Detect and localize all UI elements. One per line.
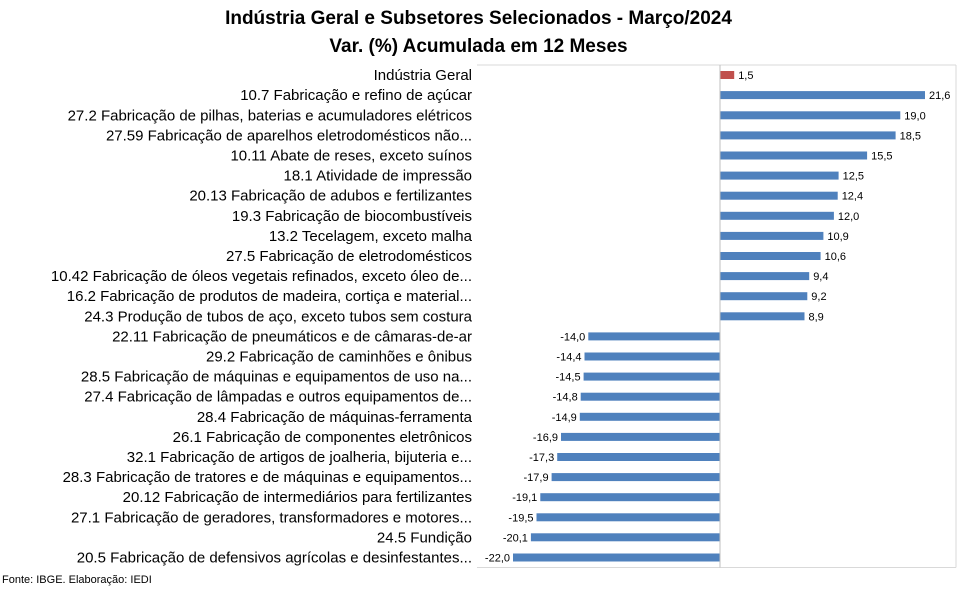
bar bbox=[720, 91, 925, 100]
chart-subtitle: Var. (%) Acumulada em 12 Meses bbox=[329, 36, 628, 57]
bar bbox=[530, 533, 720, 542]
data-label: 8,9 bbox=[809, 311, 824, 323]
bar bbox=[513, 553, 720, 562]
bar bbox=[720, 272, 810, 281]
data-label: 12,0 bbox=[838, 211, 859, 223]
category-label: 24.5 Fundição bbox=[377, 529, 472, 546]
bar bbox=[551, 473, 720, 482]
bar bbox=[720, 312, 805, 321]
category-label: 20.5 Fabricação de defensivos agrícolas … bbox=[77, 550, 472, 567]
bar bbox=[536, 513, 720, 522]
data-label: 18,5 bbox=[900, 130, 921, 142]
bar bbox=[720, 231, 824, 240]
bar bbox=[720, 292, 808, 301]
bar bbox=[720, 191, 838, 200]
category-label: 20.12 Fabricação de intermediários para … bbox=[123, 489, 472, 506]
data-label: -19,5 bbox=[508, 512, 533, 524]
category-label: 26.1 Fabricação de componentes eletrônic… bbox=[173, 429, 472, 446]
bar bbox=[583, 372, 720, 381]
bar bbox=[720, 71, 735, 79]
data-label: 10,6 bbox=[825, 251, 846, 263]
category-label: 24.3 Produção de tubos de aço, exceto tu… bbox=[84, 308, 472, 325]
source-note: Fonte: IBGE. Elaboração: IEDI bbox=[2, 574, 152, 586]
category-label: 27.59 Fabricação de aparelhos eletrodomé… bbox=[106, 127, 472, 144]
bar bbox=[588, 332, 720, 341]
bar bbox=[557, 453, 720, 461]
category-label: 10.42 Fabricação de óleos vegetais refin… bbox=[51, 268, 472, 285]
data-label: -14,5 bbox=[556, 372, 581, 384]
category-label: 19.3 Fabricação de biocombustíveis bbox=[232, 208, 472, 225]
category-label: 32.1 Fabricação de artigos de joalheria,… bbox=[127, 449, 472, 466]
data-label: -14,0 bbox=[560, 331, 585, 343]
data-label: -16,9 bbox=[533, 432, 558, 444]
bar bbox=[580, 392, 720, 401]
chart-title: Indústria Geral e Subsetores Selecionado… bbox=[225, 8, 732, 29]
bar bbox=[720, 151, 868, 160]
data-label: -17,3 bbox=[529, 452, 554, 464]
bar bbox=[561, 432, 720, 441]
bar bbox=[579, 412, 720, 421]
category-label: 28.3 Fabricação de tratores e de máquina… bbox=[63, 469, 472, 486]
category-label: 27.1 Fabricação de geradores, transforma… bbox=[71, 509, 472, 526]
category-label: 27.5 Fabricação de eletrodomésticos bbox=[226, 248, 472, 265]
bar bbox=[584, 352, 720, 361]
category-label: 22.11 Fabricação de pneumáticos e de câm… bbox=[112, 328, 472, 345]
category-label: Indústria Geral bbox=[374, 67, 472, 84]
category-label: 18.1 Atividade de impressão bbox=[284, 168, 472, 185]
category-label: 27.4 Fabricação de lâmpadas e outros equ… bbox=[84, 389, 472, 406]
data-label: 9,2 bbox=[811, 291, 826, 303]
bar bbox=[540, 493, 720, 502]
data-label: -14,4 bbox=[556, 352, 581, 364]
data-label: 12,4 bbox=[842, 191, 863, 203]
data-label: -22,0 bbox=[485, 553, 510, 565]
data-label: -20,1 bbox=[503, 532, 528, 544]
data-label: -14,9 bbox=[552, 412, 577, 424]
data-label: -17,9 bbox=[524, 472, 549, 484]
data-label: 12,5 bbox=[843, 171, 864, 183]
data-label: -19,1 bbox=[512, 492, 537, 504]
category-label: 13.2 Tecelagem, exceto malha bbox=[269, 228, 473, 245]
category-label: 20.13 Fabricação de adubos e fertilizant… bbox=[189, 188, 472, 205]
category-label: 10.11 Abate de reses, exceto suínos bbox=[230, 148, 472, 165]
category-label: 28.4 Fabricação de máquinas-ferramenta bbox=[197, 409, 473, 426]
bar bbox=[720, 252, 821, 260]
bar bbox=[720, 211, 834, 220]
category-label: 29.2 Fabricação de caminhões e ônibus bbox=[206, 349, 472, 366]
category-label: 10.7 Fabricação e refino de açúcar bbox=[240, 87, 472, 104]
category-label: 28.5 Fabricação de máquinas e equipament… bbox=[81, 369, 472, 386]
category-label: 16.2 Fabricação de produtos de madeira, … bbox=[67, 288, 472, 305]
bar bbox=[720, 171, 839, 180]
data-label: -14,8 bbox=[553, 392, 578, 404]
data-label: 21,6 bbox=[929, 90, 950, 102]
category-label: 27.2 Fabricação de pilhas, baterias e ac… bbox=[68, 107, 472, 124]
data-label: 1,5 bbox=[738, 70, 753, 82]
data-label: 9,4 bbox=[813, 271, 828, 283]
data-label: 19,0 bbox=[904, 110, 925, 122]
data-label: 10,9 bbox=[827, 231, 848, 243]
bar bbox=[720, 131, 896, 140]
bar bbox=[720, 111, 901, 120]
data-label: 15,5 bbox=[871, 151, 892, 163]
